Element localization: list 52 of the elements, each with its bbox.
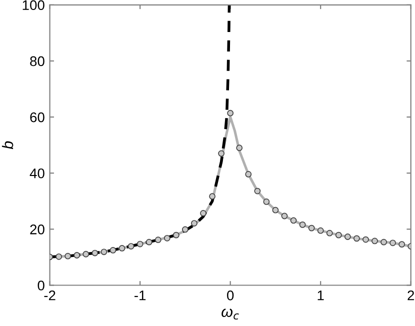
point: [74, 252, 80, 258]
point: [263, 198, 270, 205]
x-tick-label: -2: [44, 290, 56, 300]
x-tick-label: 0: [227, 290, 234, 300]
x-tick-label: 1: [318, 290, 324, 300]
point: [82, 250, 90, 258]
point: [245, 171, 252, 178]
point: [317, 227, 324, 234]
x-tick-label: 2: [408, 290, 414, 300]
x-tick-label: -1: [134, 290, 146, 300]
point: [200, 210, 206, 216]
point: [136, 240, 144, 248]
point: [380, 238, 387, 246]
point: [390, 240, 396, 246]
point: [172, 232, 180, 238]
point: [398, 241, 406, 248]
point: [308, 224, 315, 232]
point: [236, 144, 243, 152]
y-tick-label: 0: [38, 280, 44, 290]
point: [227, 110, 234, 116]
y-tick-label: 60: [30, 112, 44, 122]
point: [164, 234, 170, 242]
y-tick-label: 100: [22, 0, 44, 10]
y-tick-label: 40: [30, 168, 44, 178]
point: [254, 188, 261, 194]
x-axis-title: ω$_{c}$: [222, 308, 239, 320]
point: [182, 226, 188, 233]
point: [191, 220, 198, 226]
point: [344, 234, 351, 240]
point: [362, 236, 369, 243]
point: [56, 253, 62, 260]
point: [64, 252, 72, 260]
point: [281, 212, 288, 220]
point: [353, 235, 360, 242]
point: [209, 193, 216, 200]
point: [110, 247, 116, 254]
point: [335, 232, 342, 238]
point: [272, 206, 279, 214]
point: [372, 238, 378, 244]
y-tick-label: 80: [30, 56, 44, 66]
point: [92, 250, 98, 256]
point: [326, 230, 333, 236]
point: [154, 236, 162, 244]
point: [146, 238, 152, 246]
point: [218, 150, 224, 157]
point: [118, 245, 126, 252]
point: [100, 248, 108, 256]
point: [290, 217, 297, 224]
point: [128, 243, 134, 250]
y-tick-label: 20: [30, 224, 44, 234]
point: [299, 221, 306, 228]
y-axis-title: b: [2, 141, 14, 150]
